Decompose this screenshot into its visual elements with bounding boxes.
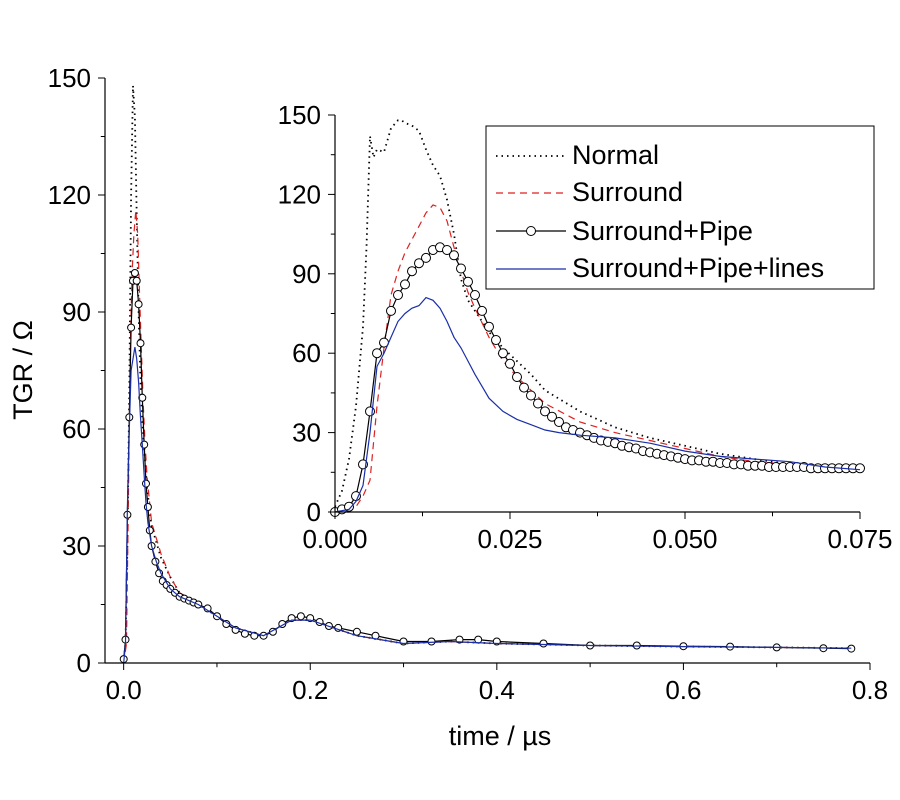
main-y-tick-label: 60 <box>62 414 91 444</box>
inset-y-tick-label: 90 <box>292 259 321 289</box>
legend-label-normal: Normal <box>572 140 659 170</box>
inset-marker-point <box>519 382 529 393</box>
inset-marker-point <box>414 258 424 269</box>
inset-x-tick-label: 0.000 <box>302 524 367 554</box>
inset-marker-point <box>344 501 354 512</box>
inset-marker-point <box>526 390 536 401</box>
main-chart: 0.0 0.2 0.4 0.6 0.8 0 30 60 90 120 150 time / µs T… <box>8 63 888 751</box>
main-x-tick-label: 0.4 <box>479 675 515 705</box>
y-axis-label: TGR / Ω <box>8 320 38 420</box>
legend-samples <box>496 155 566 270</box>
inset-series-group <box>330 119 865 517</box>
inset-marker-point <box>463 276 473 287</box>
legend-label-surround: Surround <box>572 177 683 207</box>
main-y-tick-label: 150 <box>48 63 91 93</box>
main-series-normal <box>122 85 852 664</box>
inset-marker-point <box>484 321 494 332</box>
main-x-tick-label: 0.8 <box>852 675 888 705</box>
inset-y-tick-label: 60 <box>292 338 321 368</box>
main-y-tick-label: 30 <box>62 531 91 561</box>
main-x-tick-label: 0.2 <box>292 675 328 705</box>
main-marker-point <box>143 503 152 511</box>
main-y-tick-label: 90 <box>62 297 91 327</box>
inset-marker-point <box>547 411 557 422</box>
inset-x-tick-label: 0.075 <box>827 524 892 554</box>
inset-y-tick-label: 150 <box>278 100 321 130</box>
main-axes <box>98 77 871 670</box>
main-y-tick-label: 0 <box>77 648 91 678</box>
inset-series-surround <box>335 204 861 513</box>
inset-marker-point <box>393 290 403 300</box>
main-marker-point <box>539 639 548 648</box>
legend-box <box>485 125 875 290</box>
main-marker-point <box>136 339 145 348</box>
inset-tick-labels: 0.000 0.025 0.050 0.075 0 30 60 90 120 150 <box>278 100 893 554</box>
inset-chart: 0.000 0.025 0.050 0.075 0 30 60 90 120 150 Normal… <box>278 100 893 554</box>
inset-marker-point <box>421 252 431 263</box>
main-y-tick-label: 120 <box>48 180 91 210</box>
inset-marker-point <box>505 358 515 369</box>
main-marker-point <box>138 393 147 402</box>
main-marker-point <box>127 323 136 332</box>
inset-marker-point <box>449 250 459 261</box>
inset-x-tick-label: 0.025 <box>477 524 542 554</box>
inset-y-tick-label: 30 <box>292 418 321 448</box>
inset-marker-point <box>407 266 417 277</box>
inset-marker-point <box>470 290 480 300</box>
inset-marker-point <box>400 279 410 290</box>
legend-label-surround-pipe: Surround+Pipe <box>572 216 753 246</box>
main-series-group <box>119 85 856 664</box>
inset-marker-point <box>442 245 452 255</box>
inset-marker-point <box>477 305 487 316</box>
legend: Normal Surround Surround+Pipe Surround+P… <box>485 125 875 290</box>
main-x-tick-label: 0.6 <box>665 675 701 705</box>
legend-label-surround-pipe-lines: Surround+Pipe+lines <box>572 253 824 283</box>
inset-marker-point <box>386 305 396 316</box>
inset-series-surround-pipe-lines <box>334 296 861 513</box>
inset-marker-point <box>498 348 508 359</box>
legend-sample-marker <box>526 226 536 236</box>
main-marker-point <box>296 612 305 621</box>
main-marker-point <box>130 269 139 277</box>
main-series-surround-pipe-lines <box>123 347 852 664</box>
inset-marker-point <box>491 335 501 345</box>
main-marker-point <box>427 637 436 646</box>
main-marker-point <box>142 479 150 488</box>
inset-marker-point <box>540 406 550 417</box>
main-marker-point <box>134 300 143 309</box>
inset-marker-point <box>456 263 466 274</box>
inset-marker-point <box>533 398 543 409</box>
inset-x-tick-label: 0.050 <box>652 524 717 554</box>
main-x-tick-label: 0.0 <box>106 675 142 705</box>
inset-axes <box>328 114 861 519</box>
inset-marker-point <box>512 372 522 382</box>
main-tick-labels: 0.0 0.2 0.4 0.6 0.8 0 30 60 90 120 150 <box>48 63 888 705</box>
x-axis-label: time / µs <box>449 721 552 751</box>
main-marker-point <box>132 276 141 285</box>
inset-marker-point <box>372 348 382 359</box>
inset-y-tick-label: 0 <box>307 497 321 527</box>
inset-marker-point <box>554 417 564 427</box>
inset-y-tick-label: 120 <box>278 179 321 209</box>
inset-marker-point <box>855 463 865 474</box>
